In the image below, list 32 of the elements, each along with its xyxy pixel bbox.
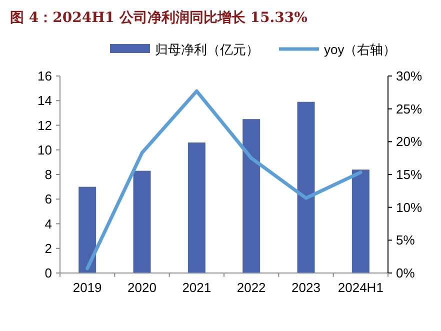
bar: [352, 170, 370, 273]
x-tick-label: 2020: [128, 280, 156, 295]
x-tick-label: 2019: [72, 280, 102, 295]
bar: [242, 119, 260, 273]
legend-label: yoy（右轴）: [324, 42, 396, 57]
bar: [188, 142, 206, 273]
y-tick-label: 2: [44, 240, 52, 256]
x-tick-label: 2024H1: [338, 280, 384, 295]
y2-tick-label: 5%: [396, 232, 416, 248]
x-tick-label: 2022: [236, 280, 266, 295]
bar: [297, 102, 315, 273]
y-tick-label: 4: [44, 216, 52, 232]
y-tick-label: 12: [38, 118, 52, 133]
x-tick-label: 2023: [292, 280, 320, 295]
y-tick-label: 8: [44, 167, 52, 182]
legend-label: 归母净利（亿元）: [155, 42, 259, 57]
line-series: [86, 89, 362, 270]
bar: [78, 186, 96, 273]
y-tick-label: 10: [38, 142, 52, 158]
y-tick-label: 16: [38, 68, 52, 84]
x-tick-label: 2021: [182, 280, 212, 295]
y2-tick-label: 0%: [396, 266, 416, 280]
y-tick-label: 0: [44, 266, 52, 280]
bar: [133, 170, 151, 273]
y2-tick-label: 20%: [396, 134, 422, 150]
y2-tick-label: 25%: [396, 101, 422, 116]
y-tick-label: 14: [38, 93, 52, 108]
y2-tick-label: 30%: [396, 68, 422, 84]
y2-tick-label: 10%: [396, 200, 422, 215]
y-tick-label: 6: [44, 192, 52, 207]
y2-tick-label: 15%: [396, 167, 422, 182]
chart-title: 图 4：2024H1 公司净利润同比增长 15.33%: [10, 9, 308, 26]
